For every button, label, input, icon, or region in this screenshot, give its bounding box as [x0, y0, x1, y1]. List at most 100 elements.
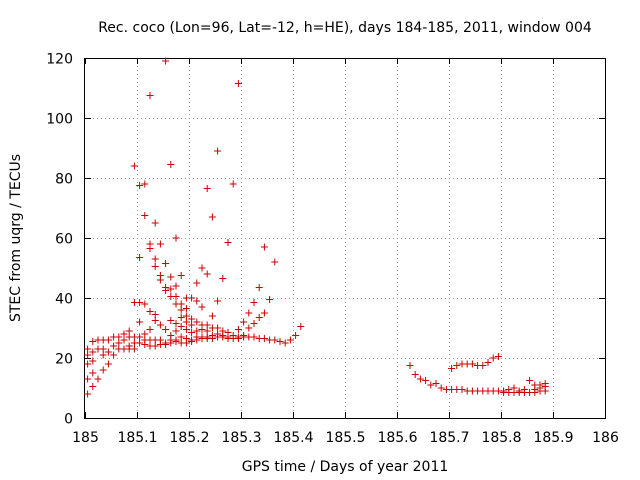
- data-point: [146, 308, 154, 315]
- chart-title: Rec. coco (Lon=96, Lat=-12, h=HE), days …: [98, 20, 592, 36]
- data-point: [172, 293, 180, 300]
- data-point: [494, 353, 502, 360]
- data-point: [125, 327, 133, 335]
- y-axis-label: STEC from uqrg / TECUs: [8, 154, 24, 322]
- data-point: [229, 180, 237, 188]
- data-point: [89, 357, 97, 365]
- x-tick-label: 185.2: [169, 430, 209, 446]
- data-point: [89, 383, 97, 390]
- data-point: [151, 311, 159, 318]
- data-point: [130, 345, 138, 353]
- data-point: [136, 339, 144, 347]
- data-point: [89, 369, 97, 377]
- x-tick-label: 185.6: [377, 430, 417, 446]
- data-point: [255, 314, 263, 321]
- data-point: [162, 260, 170, 267]
- data-point: [162, 57, 170, 65]
- y-tick-label: 60: [55, 232, 73, 248]
- data-point: [276, 338, 284, 345]
- x-tick-label: 185.9: [533, 430, 573, 446]
- data-point: [286, 336, 294, 344]
- grid: [85, 58, 605, 418]
- data-point: [104, 360, 112, 368]
- data-point: [198, 264, 206, 272]
- data-point: [120, 330, 128, 338]
- data-point: [432, 380, 440, 387]
- data-point: [188, 294, 196, 302]
- y-tick-label: 120: [46, 52, 73, 68]
- data-point: [536, 381, 544, 389]
- x-tick-label: 185.7: [429, 430, 469, 446]
- data-point: [167, 161, 175, 168]
- data-point: [484, 359, 492, 366]
- data-point: [104, 336, 112, 344]
- data-point: [266, 296, 274, 303]
- data-point: [136, 299, 144, 306]
- data-point: [188, 315, 196, 323]
- data-point: [141, 330, 149, 338]
- x-tick-label: 186: [592, 430, 619, 446]
- data-point: [193, 279, 201, 287]
- data-point: [172, 327, 180, 335]
- data-point: [151, 342, 159, 350]
- data-point: [172, 338, 180, 345]
- data-point: [156, 321, 164, 329]
- y-tick-label: 100: [46, 112, 73, 128]
- x-tick-label: 185.5: [325, 430, 365, 446]
- data-point: [141, 300, 149, 308]
- data-point: [281, 339, 289, 347]
- data-point: [99, 366, 107, 374]
- axis-ticks: 185 185.1 185.2 185.3 185.4 185.5 185.6 185.7 18…: [46, 52, 619, 447]
- data-point: [219, 275, 227, 282]
- x-tick-label: 185: [72, 430, 99, 446]
- data-point: [162, 341, 170, 348]
- data-point: [151, 263, 159, 270]
- data-point: [234, 335, 242, 342]
- data-point: [177, 300, 185, 308]
- data-point: [84, 351, 92, 359]
- data-point: [146, 92, 154, 99]
- data-point: [84, 360, 92, 368]
- data-point: [437, 384, 445, 392]
- data-point: [177, 272, 185, 279]
- data-point: [89, 338, 97, 345]
- data-point: [162, 287, 170, 294]
- data-point: [99, 345, 107, 353]
- data-point: [156, 240, 164, 248]
- data-point: [167, 317, 175, 324]
- data-point: [214, 324, 222, 332]
- data-point: [177, 333, 185, 341]
- data-point: [427, 381, 435, 389]
- data-point: [167, 339, 175, 347]
- data-point: [500, 387, 508, 395]
- data-point: [224, 239, 232, 246]
- data-point: [520, 386, 528, 393]
- data-point: [188, 338, 196, 345]
- data-point: [125, 342, 133, 350]
- data-point: [172, 282, 180, 290]
- data-point: [167, 285, 175, 293]
- data-point: [416, 375, 424, 383]
- data-point: [448, 365, 456, 372]
- data-point: [271, 258, 279, 266]
- data-point: [182, 312, 190, 320]
- data-point: [177, 323, 185, 330]
- data-point: [260, 309, 268, 317]
- data-point: [136, 333, 144, 341]
- data-point: [115, 333, 123, 341]
- data-point: [136, 182, 144, 189]
- data-point: [182, 339, 190, 347]
- x-axis-label: GPS time / Days of year 2011: [242, 459, 449, 475]
- data-point: [214, 147, 222, 155]
- data-point: [250, 333, 258, 341]
- data-point: [182, 305, 190, 312]
- x-tick-label: 185.1: [117, 430, 157, 446]
- data-point: [297, 323, 305, 330]
- data-point: [505, 386, 513, 393]
- y-tick-label: 20: [55, 352, 73, 368]
- data-point: [151, 219, 159, 227]
- data-point: [214, 297, 222, 305]
- data-point: [489, 354, 497, 362]
- y-tick-label: 0: [64, 412, 73, 428]
